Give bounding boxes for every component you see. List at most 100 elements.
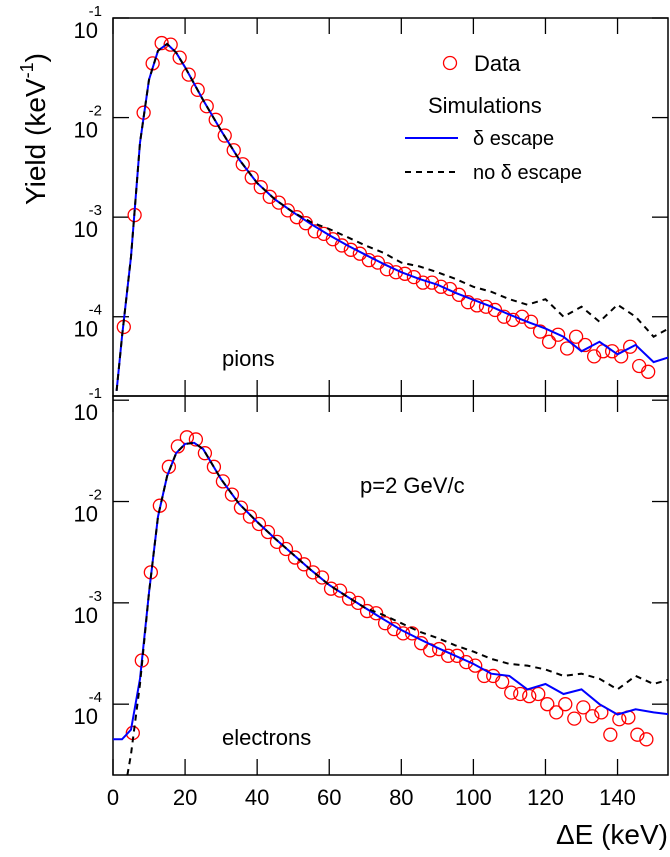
y-tick-base: 10: [74, 118, 98, 143]
data-point: [296, 557, 312, 572]
data-point: [487, 302, 503, 318]
data-point: [269, 534, 285, 549]
y-axis-title: Yield (keV-1): [17, 53, 51, 205]
x-tick-label: 40: [245, 785, 269, 810]
data-point: [251, 516, 267, 532]
data-point: [613, 349, 629, 364]
y-tick-base: 10: [74, 317, 98, 342]
y-tick-base: 10: [74, 400, 98, 425]
data-point: [549, 705, 564, 720]
data-point: [532, 324, 548, 339]
y-tick-label: 10: [74, 400, 98, 425]
y-tick-base: 10: [74, 502, 98, 527]
y-title-text: Yield (keV: [20, 78, 51, 205]
y-title-end: ): [20, 53, 51, 62]
y-tick-exponent: -1: [89, 385, 102, 402]
data-point: [271, 195, 286, 210]
data-point: [280, 203, 295, 218]
y-tick-label: 10: [74, 502, 98, 527]
data-point: [559, 341, 575, 356]
data-point: [468, 658, 483, 673]
data-point: [235, 157, 250, 172]
data-point: [206, 459, 222, 474]
plot-frame: [112, 17, 669, 397]
data-point: [368, 606, 384, 621]
y-tick-label: 10: [74, 603, 98, 628]
plot-frame: [112, 395, 669, 776]
data-point: [541, 334, 557, 349]
data-point: [217, 128, 232, 143]
data-point: [332, 583, 348, 598]
data-point: [350, 595, 366, 610]
data-point: [612, 712, 627, 727]
panel-label: electrons: [222, 725, 311, 750]
data-point: [630, 727, 645, 742]
data-point: [496, 309, 512, 324]
data-point: [603, 727, 618, 742]
data-point: [341, 591, 357, 606]
x-tick-label: 100: [455, 785, 492, 810]
x-tick-label: 120: [527, 785, 564, 810]
y-tick-label: 10: [74, 317, 98, 342]
data-point: [550, 327, 566, 342]
data-point: [179, 430, 195, 445]
y-tick-exponent: -3: [89, 202, 102, 219]
y-tick-exponent: -4: [89, 302, 102, 319]
x-tick-label: 0: [107, 785, 119, 810]
data-point: [197, 446, 213, 461]
plot-area: [113, 430, 668, 775]
y-title-sup: -1: [17, 62, 37, 78]
data-point: [424, 275, 440, 290]
data-point: [604, 344, 620, 359]
data-point: [513, 686, 528, 702]
y-tick-exponent: -1: [89, 3, 102, 20]
data-point: [505, 312, 521, 328]
data-point: [451, 287, 467, 302]
data-point: [287, 550, 303, 565]
legend-label: no δ escape: [473, 162, 582, 184]
data-point: [523, 314, 539, 329]
data-point: [586, 349, 602, 364]
data-point: [226, 143, 241, 158]
data-point: [163, 37, 178, 52]
legend: Data δ escape no δ escape Simulations: [405, 51, 582, 184]
y-tick-label: 10: [74, 118, 98, 143]
y-tick-label: 10: [74, 18, 98, 43]
data-point: [522, 689, 537, 704]
data-point: [260, 524, 276, 540]
sim-curve: [126, 441, 668, 775]
sim-curve: [115, 42, 668, 391]
legend-label: Data: [474, 51, 521, 76]
data-point: [469, 298, 485, 313]
data-point: [190, 82, 205, 97]
data-point: [224, 487, 240, 502]
data-point: [460, 295, 476, 310]
data-point: [639, 732, 654, 747]
data-point: [244, 170, 259, 185]
x-tick-label: 20: [173, 785, 197, 810]
data-point: [172, 50, 187, 65]
y-tick-exponent: -4: [89, 689, 102, 706]
y-tick-base: 10: [74, 217, 98, 242]
legend-label: δ escape: [473, 128, 554, 150]
x-tick-label: 60: [317, 785, 341, 810]
data-point: [567, 711, 582, 726]
data-point: [558, 697, 573, 712]
data-point: [404, 626, 420, 641]
data-point: [459, 654, 474, 670]
y-tick-label: 10: [74, 704, 98, 729]
data-point: [298, 216, 313, 231]
data-point: [495, 674, 510, 690]
data-point: [504, 685, 519, 700]
legend-marker: [442, 55, 458, 71]
data-point: [540, 697, 555, 712]
data-point: [215, 474, 231, 489]
data-point: [154, 35, 169, 51]
data-point: [576, 700, 591, 715]
data-point: [568, 329, 584, 344]
data-point: [199, 99, 214, 114]
data-point: [233, 500, 249, 515]
